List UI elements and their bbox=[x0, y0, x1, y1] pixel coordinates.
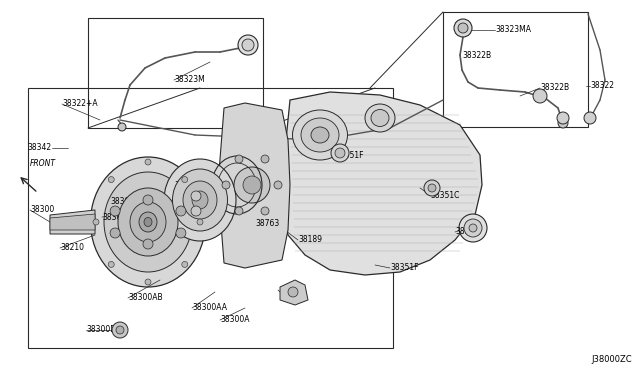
Text: 38300AB: 38300AB bbox=[102, 212, 136, 221]
Ellipse shape bbox=[130, 202, 166, 242]
Circle shape bbox=[176, 206, 186, 216]
Circle shape bbox=[197, 219, 203, 225]
Circle shape bbox=[235, 155, 243, 163]
Circle shape bbox=[242, 39, 254, 51]
Polygon shape bbox=[50, 210, 95, 234]
Circle shape bbox=[584, 112, 596, 124]
Ellipse shape bbox=[183, 181, 217, 219]
Text: 38323M: 38323M bbox=[174, 76, 205, 84]
Circle shape bbox=[331, 144, 349, 162]
Text: J38000ZC: J38000ZC bbox=[591, 355, 632, 364]
Text: 38342: 38342 bbox=[28, 144, 52, 153]
Circle shape bbox=[145, 279, 151, 285]
Text: 38300D: 38300D bbox=[86, 326, 116, 334]
Circle shape bbox=[274, 181, 282, 189]
Circle shape bbox=[116, 326, 124, 334]
Text: 38351F: 38351F bbox=[390, 263, 419, 273]
Circle shape bbox=[533, 89, 547, 103]
Text: 38761: 38761 bbox=[174, 180, 198, 189]
Polygon shape bbox=[218, 103, 290, 268]
Circle shape bbox=[143, 195, 153, 205]
Text: 38210: 38210 bbox=[60, 244, 84, 253]
Circle shape bbox=[458, 23, 468, 33]
Ellipse shape bbox=[173, 169, 227, 231]
Ellipse shape bbox=[139, 212, 157, 232]
Polygon shape bbox=[50, 214, 95, 230]
Circle shape bbox=[335, 148, 345, 158]
Text: 38351F: 38351F bbox=[335, 151, 364, 160]
Circle shape bbox=[182, 262, 188, 267]
Circle shape bbox=[191, 191, 201, 201]
Bar bbox=[443, 12, 588, 127]
Circle shape bbox=[238, 35, 258, 55]
Bar bbox=[28, 88, 393, 348]
Circle shape bbox=[93, 219, 99, 225]
Polygon shape bbox=[282, 92, 482, 275]
Ellipse shape bbox=[118, 188, 178, 256]
Circle shape bbox=[557, 112, 569, 124]
Circle shape bbox=[110, 206, 120, 216]
Text: 38351C: 38351C bbox=[430, 190, 460, 199]
Ellipse shape bbox=[292, 110, 348, 160]
Ellipse shape bbox=[469, 224, 477, 232]
Circle shape bbox=[182, 177, 188, 183]
Circle shape bbox=[118, 123, 126, 131]
Text: 38322B: 38322B bbox=[462, 51, 491, 60]
Circle shape bbox=[243, 176, 261, 194]
Ellipse shape bbox=[371, 109, 389, 126]
Text: 38300: 38300 bbox=[30, 205, 54, 215]
Circle shape bbox=[235, 207, 243, 215]
Text: 38322+A: 38322+A bbox=[62, 99, 98, 109]
Text: 38322: 38322 bbox=[590, 81, 614, 90]
Text: 38300AA: 38300AA bbox=[110, 198, 145, 206]
Circle shape bbox=[428, 184, 436, 192]
Circle shape bbox=[261, 155, 269, 163]
Circle shape bbox=[143, 239, 153, 249]
Text: 38189: 38189 bbox=[298, 235, 322, 244]
Circle shape bbox=[454, 19, 472, 37]
Text: FRONT: FRONT bbox=[30, 159, 56, 168]
Text: 38322B: 38322B bbox=[540, 83, 569, 93]
Text: 38300A: 38300A bbox=[220, 315, 250, 324]
Circle shape bbox=[222, 181, 230, 189]
Circle shape bbox=[112, 322, 128, 338]
Circle shape bbox=[145, 159, 151, 165]
Ellipse shape bbox=[459, 214, 487, 242]
Ellipse shape bbox=[464, 219, 482, 237]
Text: 38342: 38342 bbox=[455, 228, 479, 237]
Circle shape bbox=[234, 167, 270, 203]
Ellipse shape bbox=[311, 127, 329, 143]
Ellipse shape bbox=[104, 172, 192, 272]
Circle shape bbox=[424, 180, 440, 196]
Text: 38763: 38763 bbox=[255, 218, 279, 228]
Circle shape bbox=[110, 228, 120, 238]
Text: 38323MA: 38323MA bbox=[495, 26, 531, 35]
Ellipse shape bbox=[301, 118, 339, 152]
Ellipse shape bbox=[90, 157, 205, 287]
Circle shape bbox=[261, 207, 269, 215]
Circle shape bbox=[176, 228, 186, 238]
Text: 38300AB: 38300AB bbox=[128, 294, 163, 302]
Ellipse shape bbox=[192, 191, 208, 209]
Ellipse shape bbox=[164, 159, 236, 241]
Circle shape bbox=[191, 206, 201, 216]
Polygon shape bbox=[280, 280, 308, 305]
Ellipse shape bbox=[144, 218, 152, 227]
Bar bbox=[88, 18, 263, 128]
Circle shape bbox=[288, 287, 298, 297]
Circle shape bbox=[558, 118, 568, 128]
Ellipse shape bbox=[365, 104, 395, 132]
Circle shape bbox=[108, 177, 114, 183]
Text: 21666: 21666 bbox=[283, 291, 307, 299]
Circle shape bbox=[108, 262, 114, 267]
Text: 38300AA: 38300AA bbox=[192, 304, 227, 312]
